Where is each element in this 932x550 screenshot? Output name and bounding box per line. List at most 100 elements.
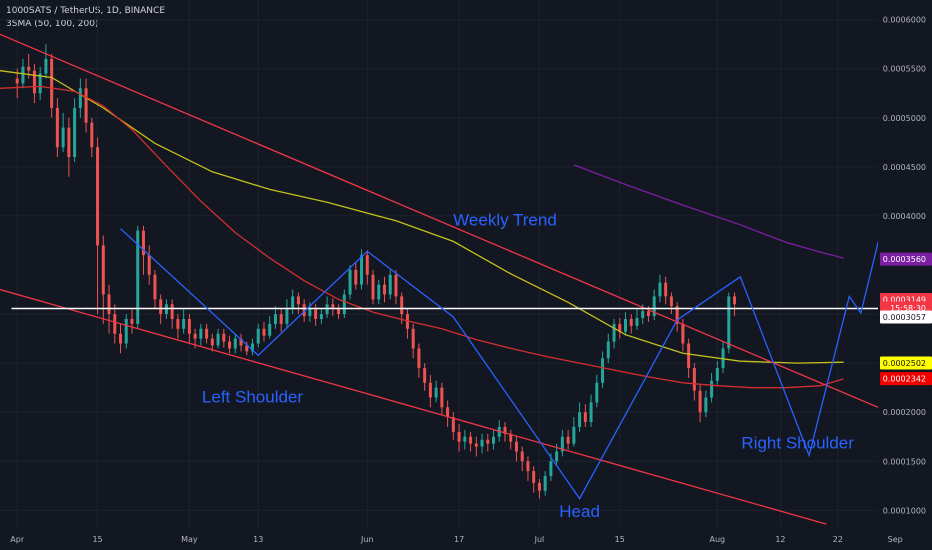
price-badge-label: 15:58:30	[890, 304, 926, 313]
candle-body	[692, 368, 696, 391]
candle-body	[273, 314, 277, 324]
y-tick-label: 0.0005000	[883, 114, 926, 123]
candle-body	[147, 255, 151, 275]
annotation-label: Left Shoulder	[202, 387, 303, 406]
candle-body	[514, 441, 518, 452]
candle-body	[578, 412, 582, 427]
candle-body	[371, 274, 375, 300]
head-shoulders-pattern	[120, 125, 908, 500]
candle-body	[417, 348, 421, 369]
candle-body	[365, 255, 369, 275]
candle-body	[646, 311, 650, 317]
candle-body	[624, 318, 628, 332]
candle-body	[354, 269, 358, 285]
candle-body	[279, 314, 283, 324]
candle-body	[205, 328, 209, 339]
candle-body	[61, 127, 65, 148]
sma-line	[0, 85, 844, 389]
candle-body	[233, 338, 237, 349]
sma-line	[573, 164, 844, 259]
candle-body	[193, 333, 197, 339]
y-tick-label: 0.0005500	[883, 65, 926, 74]
y-tick-label: 0.0004000	[883, 212, 926, 221]
candle-body	[348, 269, 352, 295]
candle-body	[601, 358, 605, 383]
candle-body	[268, 323, 272, 336]
candle-body	[38, 73, 42, 94]
candle-body	[262, 328, 266, 336]
candle-body	[377, 284, 381, 300]
candle-body	[520, 451, 524, 462]
y-tick-label: 0.0001500	[883, 457, 926, 466]
candle-body	[153, 274, 157, 300]
candle-body	[15, 78, 19, 84]
candle-body	[187, 318, 191, 334]
candle-body	[641, 311, 645, 318]
x-tick-label: Apr	[10, 535, 25, 544]
candle-body	[337, 309, 341, 315]
candle-body	[681, 323, 685, 344]
x-tick-label: 12	[775, 535, 785, 544]
candle-body	[503, 426, 507, 434]
candle-body	[96, 147, 100, 246]
y-tick-label: 0.0002000	[883, 408, 926, 417]
candle-body	[107, 294, 111, 315]
candle-body	[216, 333, 220, 346]
candle-body	[635, 318, 639, 326]
candle-body	[382, 284, 386, 295]
candle-body	[492, 436, 496, 444]
candle-body	[434, 387, 438, 398]
candle-body	[698, 390, 702, 413]
candle-body	[710, 380, 714, 398]
annotation-label: Head	[559, 502, 600, 521]
candle-body	[715, 368, 719, 381]
candle-body	[67, 127, 71, 158]
candle-body	[101, 245, 105, 295]
candle-body	[428, 382, 432, 398]
candle-body	[652, 296, 656, 317]
candle-body	[463, 436, 467, 442]
candle-body	[360, 255, 364, 285]
candle-body	[555, 451, 559, 462]
candle-body	[537, 482, 541, 491]
drawn-lines	[0, 33, 910, 525]
candle-body	[119, 333, 123, 344]
candle-body	[560, 436, 564, 452]
x-tick-label: 15	[92, 535, 102, 544]
trendline-upper	[0, 33, 879, 408]
candle-body	[256, 328, 260, 344]
candle-body	[606, 341, 610, 359]
candle-body	[566, 436, 570, 444]
x-tick-label: 17	[454, 535, 464, 544]
candle-body	[285, 309, 289, 324]
candle-body	[543, 476, 547, 491]
candle-body	[199, 328, 203, 339]
x-tick-label: May	[181, 535, 198, 544]
candle-body	[704, 397, 708, 413]
candle-body	[612, 323, 616, 342]
candle-body	[228, 341, 232, 349]
candle-body	[124, 318, 128, 344]
annotation-label: Right Shoulder	[741, 434, 854, 453]
time-axis-panel	[0, 530, 932, 550]
candle-body	[400, 296, 404, 315]
candle-body	[50, 58, 54, 108]
candle-body	[509, 433, 513, 442]
candle-body	[90, 122, 94, 148]
candle-body	[291, 296, 295, 310]
candle-body	[314, 309, 318, 319]
candle-body	[664, 282, 668, 297]
candle-body	[73, 107, 77, 158]
candle-body	[411, 328, 415, 349]
candle-body	[669, 296, 673, 307]
candlestick-series	[15, 44, 737, 499]
candle-body	[457, 431, 461, 442]
candle-body	[526, 461, 530, 472]
indicator-legend: 3SMA (50, 100, 200)	[6, 19, 99, 29]
candle-body	[308, 309, 312, 317]
candle-body	[629, 318, 633, 326]
candle-body	[342, 294, 346, 315]
candle-body	[222, 333, 226, 342]
candle-body	[446, 407, 450, 418]
